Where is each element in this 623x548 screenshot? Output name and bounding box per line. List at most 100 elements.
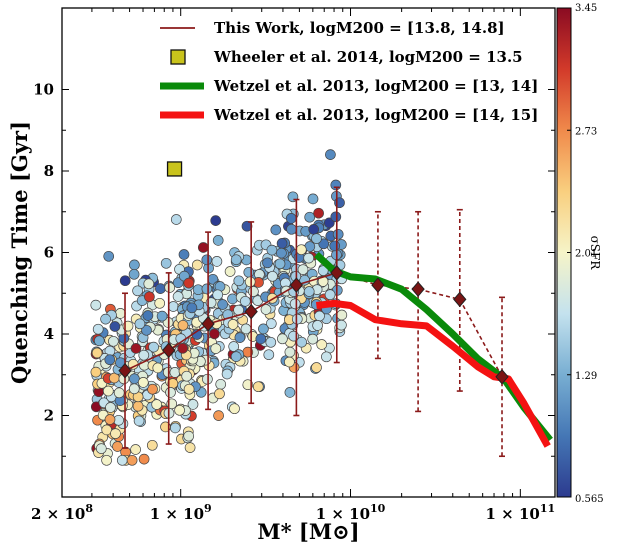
scatter-layer — [90, 149, 348, 466]
galaxy-point — [113, 387, 125, 399]
galaxy-point — [230, 351, 242, 362]
line-layer — [124, 251, 553, 448]
galaxy-point — [105, 402, 116, 413]
galaxy-point — [242, 379, 254, 391]
colorbar-tick-label: 2.73 — [575, 126, 597, 137]
galaxy-point — [132, 285, 143, 297]
galaxy-point — [172, 291, 184, 302]
galaxy-point — [263, 349, 275, 361]
diamond-marker — [244, 303, 258, 320]
galaxy-point — [119, 275, 131, 287]
galaxy-point — [303, 252, 315, 264]
galaxy-point — [141, 324, 152, 336]
diamond-marker — [371, 277, 385, 293]
x-tick-label: 2 × 108 — [31, 502, 93, 523]
galaxy-point — [211, 256, 223, 267]
galaxy-point — [108, 335, 119, 347]
galaxy-point — [144, 291, 155, 303]
series-line-4 — [315, 299, 551, 448]
colorbar: 3.45 2.73 2.01 1.29 0.565 σSFR — [556, 3, 604, 505]
colorbar-tick-label: 0.565 — [575, 494, 604, 505]
diamond-marker — [162, 342, 176, 359]
galaxy-point — [110, 428, 121, 439]
galaxy-point — [128, 383, 140, 395]
galaxy-point — [187, 399, 199, 410]
galaxy-point — [154, 297, 166, 309]
diamond-marker — [289, 277, 304, 293]
galaxy-point — [252, 381, 264, 393]
galaxy-point — [138, 453, 150, 465]
galaxy-point — [104, 414, 116, 425]
galaxy-point — [130, 343, 142, 354]
galaxy-point — [212, 289, 224, 301]
galaxy-point — [330, 211, 342, 223]
y-tick-label: 8 — [44, 162, 54, 180]
legend-swatch — [170, 49, 186, 65]
galaxy-point — [332, 228, 344, 240]
galaxy-point — [274, 258, 286, 270]
galaxy-point — [104, 354, 116, 366]
galaxy-point — [178, 249, 190, 260]
galaxy-point — [183, 430, 195, 442]
galaxy-point — [311, 362, 322, 373]
galaxy-point — [228, 341, 240, 352]
legend-label: This Work, logM200 = [13.8, 14.8] — [214, 19, 505, 37]
galaxy-point — [276, 247, 287, 259]
galaxy-point — [277, 333, 288, 345]
galaxy-point — [129, 259, 140, 271]
galaxy-point — [213, 410, 224, 421]
diamond-marker — [118, 362, 132, 379]
galaxy-point — [143, 278, 155, 290]
galaxy-point — [170, 214, 182, 225]
diamond-marker — [495, 369, 509, 385]
galaxy-point — [217, 299, 228, 310]
galaxy-point — [210, 343, 222, 354]
galaxy-point — [209, 328, 220, 340]
galaxy-point — [133, 415, 145, 427]
galaxy-point — [291, 313, 303, 325]
x-tick-label: 1 × 109 — [150, 502, 212, 523]
colorbar-title: σSFR — [588, 236, 602, 271]
axis-ticks: 2 4 6 8 10 2 × 108 1 × 109 1 × 1010 1 × 1011 M* [… — [7, 8, 555, 544]
galaxy-point — [221, 368, 233, 380]
galaxy-point — [270, 224, 282, 236]
galaxy-point — [147, 383, 158, 395]
series-line-0 — [124, 272, 338, 372]
galaxy-point — [284, 356, 295, 368]
galaxy-point — [336, 309, 348, 321]
galaxy-point — [303, 286, 315, 297]
x-tick-label: 1 × 1010 — [316, 502, 386, 523]
galaxy-point — [183, 383, 195, 395]
galaxy-point — [191, 259, 203, 271]
galaxy-point — [128, 268, 140, 280]
legend-label: Wetzel et al. 2013, logM200 = [14, 15] — [213, 106, 538, 124]
galaxy-point — [255, 333, 267, 345]
diamond-marker — [411, 281, 425, 297]
colorbar-tick-label: 2.01 — [575, 249, 597, 260]
galaxy-point — [284, 387, 296, 398]
galaxy-point — [284, 346, 296, 358]
series-line-3 — [314, 251, 553, 443]
y-tick-label: 4 — [44, 325, 54, 343]
galaxy-point — [103, 250, 115, 262]
x-tick-label: 1 × 1011 — [486, 502, 556, 523]
galaxy-point — [169, 422, 181, 434]
legend-label: Wetzel et al. 2013, logM200 = [13, 14] — [213, 77, 538, 95]
galaxy-point — [201, 254, 213, 266]
galaxy-point — [130, 444, 141, 455]
galaxy-point — [183, 277, 195, 289]
galaxy-point — [164, 282, 176, 293]
galaxy-point — [329, 240, 341, 252]
galaxy-point — [323, 217, 335, 229]
galaxy-point — [177, 319, 189, 331]
galaxy-point — [325, 149, 336, 160]
galaxy-point — [234, 332, 246, 343]
galaxy-point — [134, 318, 146, 330]
galaxy-point — [289, 298, 301, 310]
galaxy-point — [165, 387, 176, 398]
galaxy-point — [262, 257, 273, 269]
galaxy-point — [197, 242, 209, 253]
galaxy-point — [227, 319, 239, 330]
galaxy-point — [92, 323, 104, 335]
galaxy-point — [210, 215, 222, 226]
